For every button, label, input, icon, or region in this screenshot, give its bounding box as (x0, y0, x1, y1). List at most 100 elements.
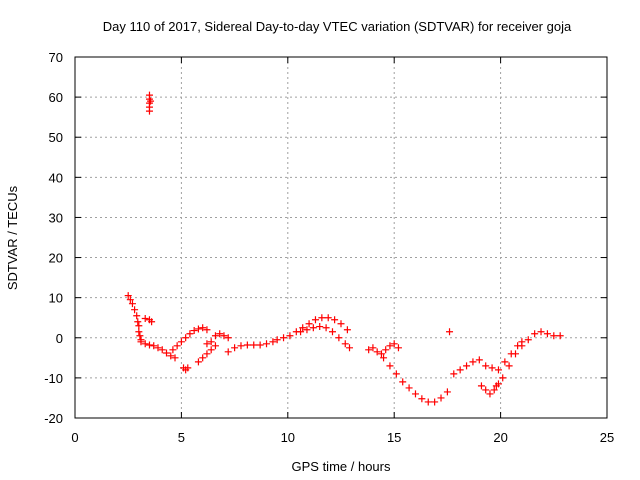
data-point (199, 354, 207, 362)
x-tick-label: 0 (71, 430, 78, 445)
data-point (207, 338, 215, 346)
data-point (482, 386, 490, 394)
data-point (203, 326, 211, 334)
x-tick-label: 20 (493, 430, 507, 445)
data-point (507, 350, 515, 358)
data-point (224, 348, 232, 356)
data-point (475, 356, 483, 364)
data-point (263, 340, 271, 348)
data-point (477, 382, 485, 390)
data-point (256, 341, 264, 349)
data-point (167, 352, 175, 360)
data-point (377, 350, 385, 358)
data-point (443, 388, 451, 396)
y-tick-label: 70 (49, 50, 63, 65)
series-track-late-rise-b (494, 338, 526, 374)
data-point (150, 342, 158, 350)
data-point (163, 349, 171, 357)
data-point (380, 354, 388, 362)
series-track-rise-a (169, 324, 211, 354)
data-point (337, 320, 345, 328)
grid-lines (75, 57, 607, 418)
series-track-early-patch (141, 315, 156, 326)
data-point (145, 91, 153, 99)
x-tick-label: 5 (178, 430, 185, 445)
data-point (199, 324, 207, 332)
data-point (335, 334, 343, 342)
y-axis-label: SDTVAR / TECUs (5, 185, 20, 290)
data-point (469, 358, 477, 366)
data-point (346, 344, 354, 352)
data-points (124, 91, 564, 406)
data-point (394, 344, 402, 352)
series-track-hump (273, 314, 351, 344)
data-point (147, 97, 155, 105)
data-point (556, 332, 564, 340)
data-point (203, 350, 211, 358)
data-point (216, 330, 224, 338)
data-point (136, 332, 144, 340)
data-point (386, 342, 394, 350)
data-point (141, 340, 149, 348)
data-point (446, 328, 454, 336)
data-point (177, 338, 185, 346)
data-point (158, 346, 166, 354)
data-point (280, 334, 288, 342)
chart-title: Day 110 of 2017, Sidereal Day-to-day VTE… (103, 19, 572, 34)
data-point (305, 320, 313, 328)
data-point (488, 364, 496, 372)
y-tick-label: -20 (44, 411, 63, 426)
data-point (269, 338, 277, 346)
data-point (194, 325, 202, 333)
data-point (286, 332, 294, 340)
data-point (148, 318, 156, 326)
series-outlier-high (145, 91, 155, 115)
data-point (137, 338, 145, 346)
data-point (492, 382, 500, 390)
data-point (145, 341, 153, 349)
x-tick-labels: 0 5 10 15 20 25 (71, 430, 614, 445)
data-point (133, 312, 141, 320)
data-point (184, 364, 192, 372)
data-point (250, 341, 258, 349)
data-point (126, 296, 134, 304)
series-track-late-low (477, 380, 502, 398)
x-tick-label: 15 (387, 430, 401, 445)
y-tick-label: 10 (49, 291, 63, 306)
data-point (486, 390, 494, 398)
data-point (382, 346, 390, 354)
plot-frame (74, 56, 608, 419)
y-tick-label: 30 (49, 210, 63, 225)
data-point (141, 315, 149, 323)
series-track-dips (180, 342, 219, 374)
data-point (543, 330, 551, 338)
data-point (220, 332, 228, 340)
data-point (322, 324, 330, 332)
data-point (124, 292, 132, 300)
y-tick-label: 50 (49, 130, 63, 145)
data-point (328, 328, 336, 336)
series-track-late-rise (492, 328, 564, 390)
data-point (390, 340, 398, 348)
data-point (273, 336, 281, 344)
x-axis-label: GPS time / hours (292, 459, 391, 474)
data-point (490, 386, 498, 394)
data-point (154, 344, 162, 352)
data-point (392, 370, 400, 378)
data-point (341, 340, 349, 348)
data-point (501, 358, 509, 366)
data-point (131, 306, 139, 314)
data-point (128, 300, 136, 308)
data-point (182, 334, 190, 342)
y-tick-label: 60 (49, 90, 63, 105)
data-point (405, 384, 413, 392)
data-point (299, 324, 307, 332)
data-point (456, 366, 464, 374)
data-point (386, 362, 394, 370)
data-point (173, 342, 181, 350)
data-point (494, 366, 502, 374)
data-point (424, 398, 432, 406)
data-point (531, 330, 539, 338)
data-point (303, 326, 311, 334)
